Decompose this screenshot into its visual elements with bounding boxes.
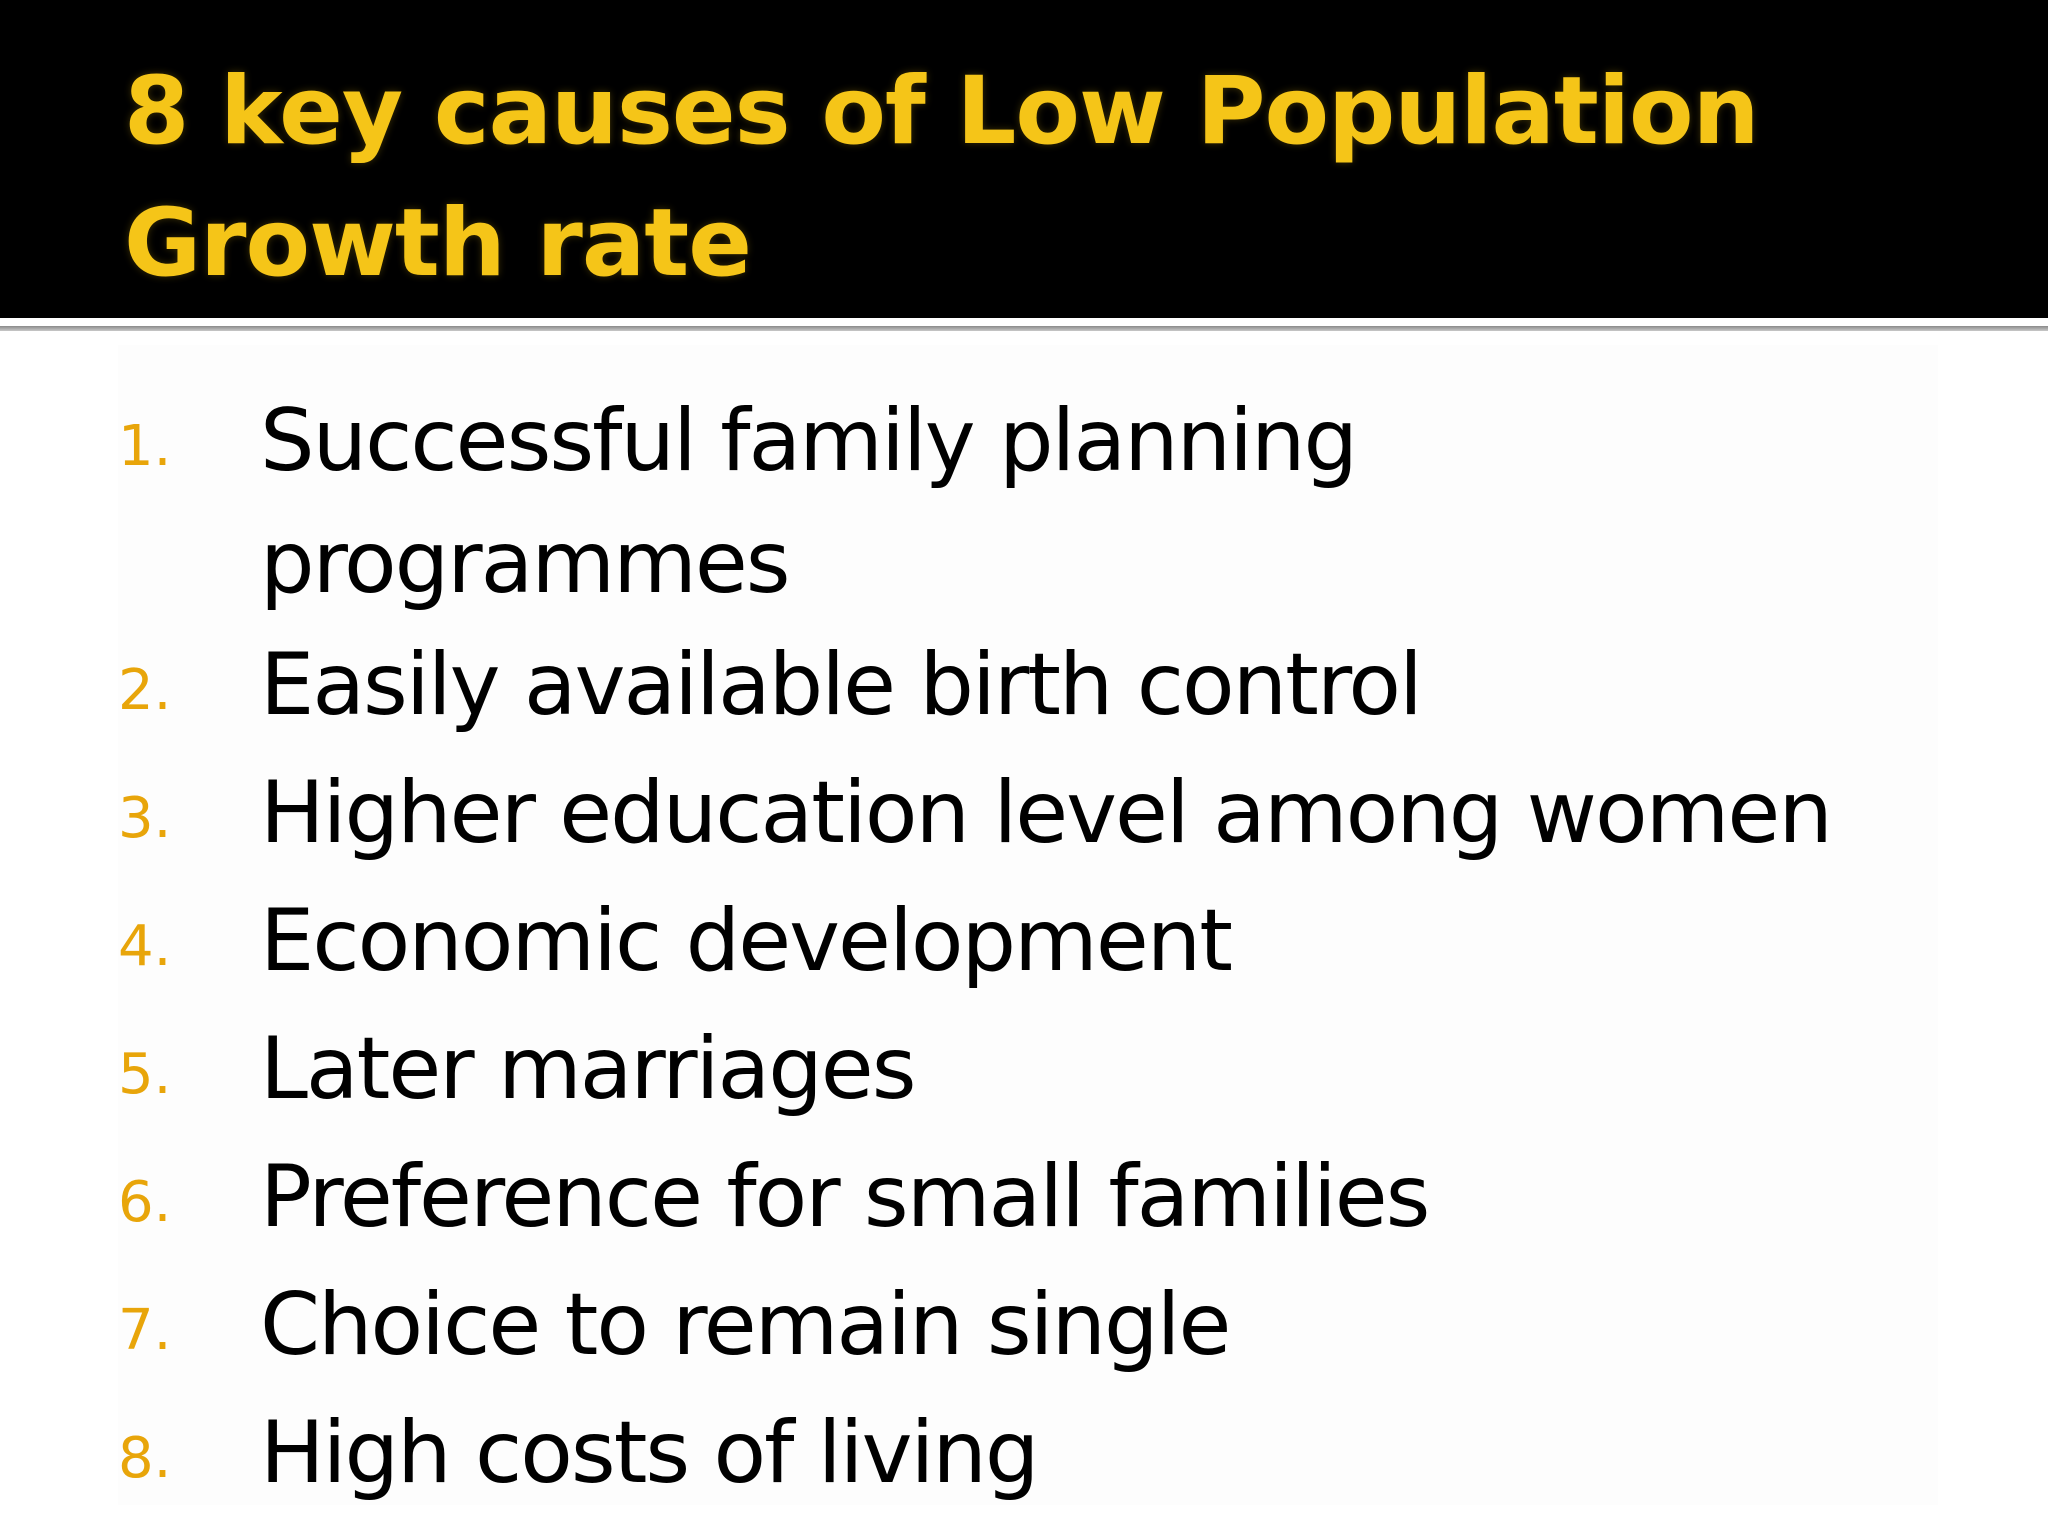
title-divider [0, 326, 2048, 331]
list-item-number: 5. [118, 1042, 172, 1107]
list-item-number: 2. [118, 658, 172, 723]
list-item-text: Economic development [260, 891, 1233, 991]
list-item-text: Choice to remain single [260, 1275, 1231, 1375]
list-item: 2. Easily available birth control [118, 624, 1938, 752]
list-item-text: Preference for small families [260, 1147, 1430, 1247]
list-item: 1. Successful family planning programmes [118, 380, 1938, 624]
title-bar: 8 key causes of Low Population Growth ra… [0, 0, 2048, 318]
list-item-number: 1. [118, 414, 172, 479]
list-item-number: 6. [118, 1170, 172, 1235]
list-item: 4. Economic development [118, 880, 1938, 1008]
list-item: 6. Preference for small families [118, 1136, 1938, 1264]
list-item-text: Later marriages [260, 1019, 917, 1119]
list-item-text: Easily available birth control [260, 635, 1423, 735]
list-item-text: Higher education level among women [260, 763, 1833, 863]
list-item: 3. Higher education level among women [118, 752, 1938, 880]
slide-title: 8 key causes of Low Population Growth ra… [124, 57, 1760, 298]
causes-list: 1. Successful family planning programmes… [118, 380, 1938, 1520]
list-item-number: 3. [118, 786, 172, 851]
content-area: 1. Successful family planning programmes… [118, 345, 1938, 1505]
list-item: 5. Later marriages [118, 1008, 1938, 1136]
list-item-text: High costs of living [260, 1403, 1039, 1503]
list-item-text: Successful family planning programmes [260, 391, 1358, 613]
list-item: 7. Choice to remain single [118, 1264, 1938, 1392]
list-item-number: 4. [118, 914, 172, 979]
list-item: 8. High costs of living [118, 1392, 1938, 1520]
list-item-number: 8. [118, 1426, 172, 1491]
list-item-number: 7. [118, 1298, 172, 1363]
